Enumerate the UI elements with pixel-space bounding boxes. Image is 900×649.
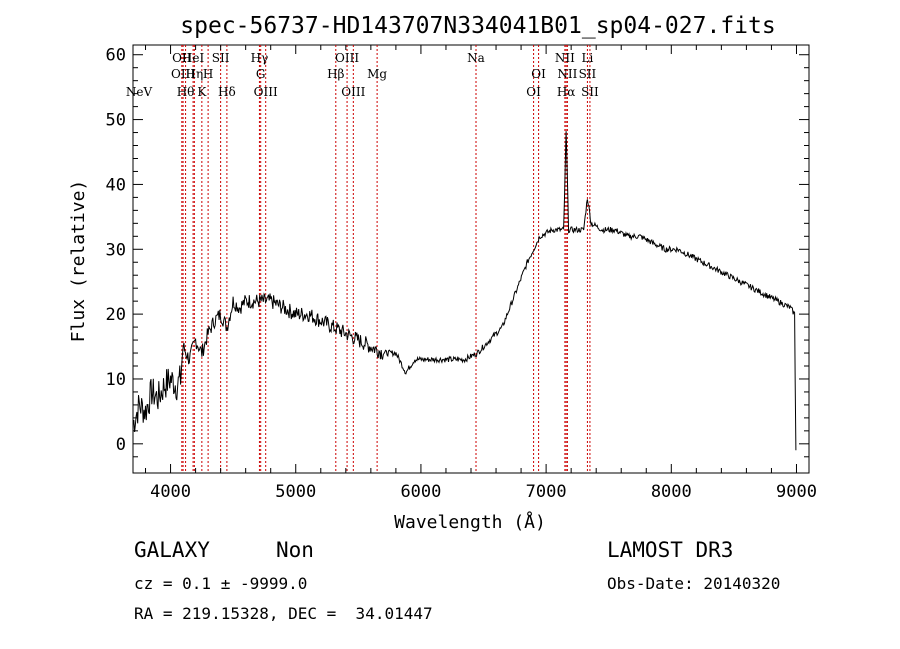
x-tick-label: 6000	[400, 482, 441, 502]
line-label: Hθ	[177, 85, 195, 99]
plot-frame	[132, 44, 810, 474]
line-label: NII	[555, 51, 575, 65]
y-tick-label: 50	[106, 111, 126, 131]
y-tick-label: 10	[106, 370, 126, 390]
x-tick-label: 4000	[150, 482, 191, 502]
x-tick-label: 9000	[776, 482, 817, 502]
line-label: OIII	[254, 85, 278, 99]
line-label: Na	[467, 51, 485, 65]
obs-date: Obs-Date: 20140320	[607, 574, 781, 593]
line-label: Hη	[186, 67, 204, 81]
line-label: G	[256, 67, 266, 81]
line-label: HeI	[182, 51, 205, 65]
line-label: OIII	[171, 67, 195, 81]
line-label: SII	[212, 51, 230, 65]
line-label: OI	[526, 85, 541, 99]
y-axis-ticks: 0 10 20 30 40 50 60	[106, 46, 809, 458]
y-tick-label: 60	[106, 46, 126, 66]
spectral-line-labels: NeV OII OIII Hθ HeI Hη KH SII Hδ Hγ G OIII Hβ OIII OII…	[126, 51, 599, 99]
line-label: SII	[581, 85, 599, 99]
line-label: Hδ	[218, 85, 236, 99]
line-label: NeV	[126, 85, 153, 99]
line-label: Hα	[557, 85, 576, 99]
y-tick-label: 30	[106, 240, 126, 260]
line-label: H	[203, 67, 213, 81]
line-label: SII	[579, 67, 597, 81]
chart-title: spec-56737-HD143707N334041B01_sp04-027.f…	[180, 13, 775, 39]
line-label: OI	[531, 67, 546, 81]
coordinates: RA = 219.15328, DEC = 34.01447	[134, 604, 433, 623]
x-axis-label: Wavelength (Å)	[394, 511, 546, 533]
x-axis-ticks: 4000 5000 6000 7000 8000 9000	[145, 45, 817, 502]
x-tick-label: 7000	[526, 482, 567, 502]
spectral-line-markers	[181, 45, 591, 473]
line-label: Hβ	[327, 67, 344, 81]
survey-name: LAMOST DR3	[607, 538, 734, 562]
line-label: K	[197, 85, 207, 99]
x-tick-label: 8000	[651, 482, 692, 502]
y-axis-label: Flux (relative)	[68, 180, 89, 343]
x-tick-label: 5000	[275, 482, 316, 502]
line-label: OIII	[335, 51, 359, 65]
y-tick-label: 40	[106, 175, 126, 195]
redshift-text: cz = 0.1 ± -9999.0	[134, 574, 308, 593]
y-tick-label: 20	[106, 305, 126, 325]
line-label: Hγ	[251, 51, 269, 65]
line-label: OIII	[341, 85, 365, 99]
line-label: Li	[582, 51, 594, 65]
line-label: OII	[172, 51, 192, 65]
line-label: NII	[557, 67, 577, 81]
object-class: GALAXY	[134, 538, 210, 562]
spectrum-line	[132, 131, 797, 451]
y-tick-label: 0	[116, 435, 126, 455]
line-label: Mg	[367, 67, 387, 81]
object-subclass: Non	[276, 538, 314, 562]
